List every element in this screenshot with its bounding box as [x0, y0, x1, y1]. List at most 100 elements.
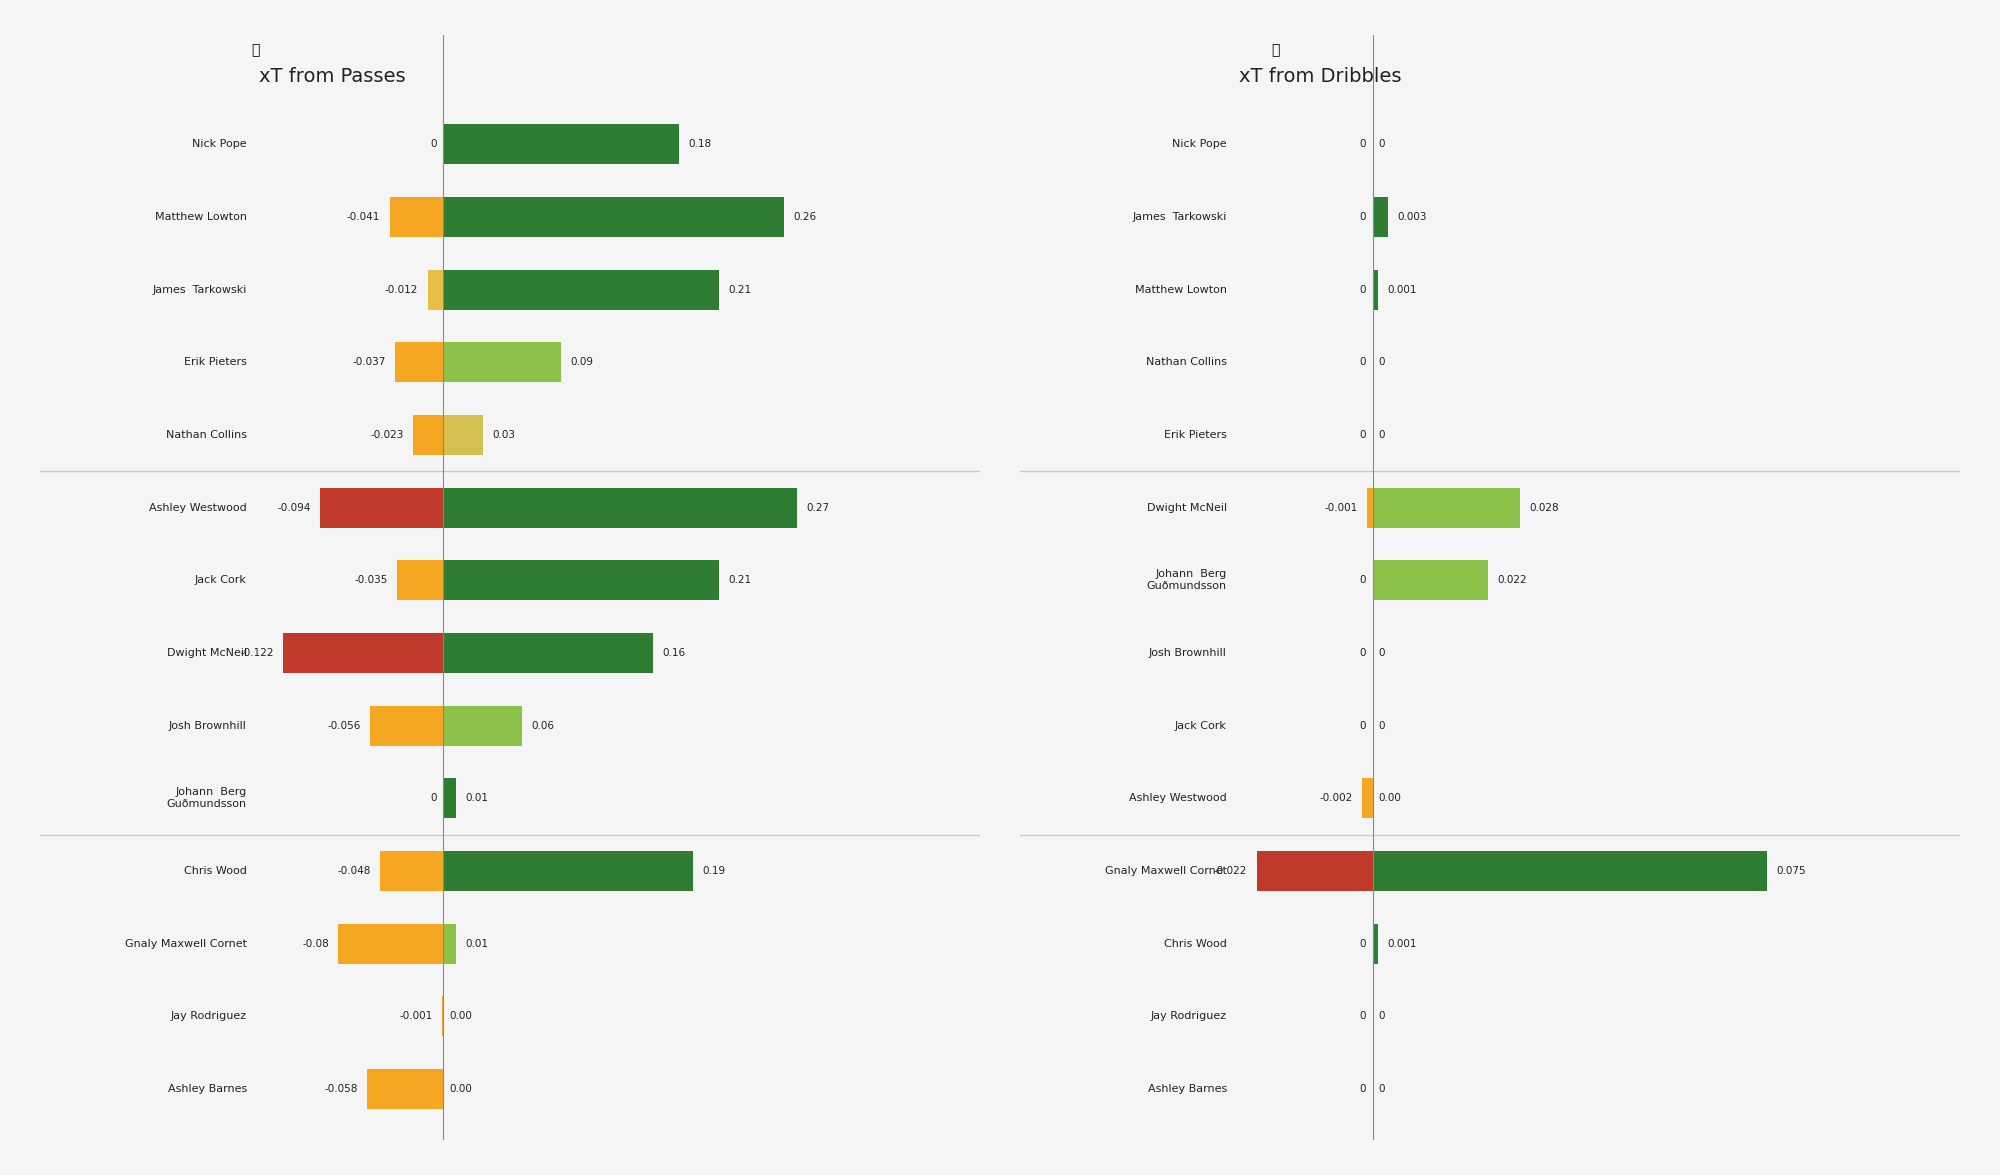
Text: 0: 0 [1360, 140, 1366, 149]
Text: -0.058: -0.058 [324, 1083, 358, 1094]
Text: Dwight McNeil: Dwight McNeil [166, 647, 246, 658]
Bar [380, 851, 444, 891]
Text: -0.035: -0.035 [354, 576, 388, 585]
Text: 0: 0 [1360, 1012, 1366, 1021]
Bar [1372, 924, 1378, 964]
Text: Nick Pope: Nick Pope [1172, 140, 1226, 149]
Text: 0.21: 0.21 [728, 576, 752, 585]
Text: James  Tarkowski: James Tarkowski [152, 284, 246, 295]
Text: xT from Dribbles: xT from Dribbles [1240, 67, 1402, 86]
Bar [414, 415, 444, 455]
Text: Johann  Berg
Guðmundsson: Johann Berg Guðmundsson [166, 787, 246, 810]
Text: Jack Cork: Jack Cork [194, 576, 246, 585]
Bar [394, 342, 444, 382]
Text: Ashley Barnes: Ashley Barnes [168, 1083, 246, 1094]
Text: Josh Brownhill: Josh Brownhill [168, 720, 246, 731]
Text: ⚽: ⚽ [1270, 43, 1280, 56]
Bar [444, 269, 718, 309]
Text: 0: 0 [1378, 1083, 1386, 1094]
Bar [1372, 488, 1520, 528]
Text: 0.06: 0.06 [532, 720, 554, 731]
Bar [444, 342, 562, 382]
Bar [428, 269, 444, 309]
Text: Jay Rodriguez: Jay Rodriguez [1150, 1012, 1226, 1021]
Text: 0.001: 0.001 [1388, 284, 1416, 295]
Text: 0: 0 [430, 793, 438, 804]
Bar [444, 851, 692, 891]
Text: Nathan Collins: Nathan Collins [166, 430, 246, 439]
Bar [1372, 197, 1388, 237]
Text: -0.056: -0.056 [328, 720, 360, 731]
Text: 0: 0 [1378, 647, 1386, 658]
Text: 0.09: 0.09 [570, 357, 594, 368]
Text: Dwight McNeil: Dwight McNeil [1146, 503, 1226, 512]
Text: 0.18: 0.18 [688, 140, 712, 149]
Text: Johann  Berg
Guðmundsson: Johann Berg Guðmundsson [1146, 570, 1226, 591]
Text: Erik Pieters: Erik Pieters [184, 357, 246, 368]
Text: -0.122: -0.122 [240, 647, 274, 658]
Text: -0.012: -0.012 [384, 284, 418, 295]
Text: -0.08: -0.08 [302, 939, 330, 948]
Text: 0: 0 [1360, 357, 1366, 368]
Text: -0.041: -0.041 [346, 212, 380, 222]
Text: Matthew Lowton: Matthew Lowton [154, 212, 246, 222]
Text: 0.26: 0.26 [794, 212, 816, 222]
Text: 0.028: 0.028 [1530, 503, 1558, 512]
Text: 0.022: 0.022 [1498, 576, 1528, 585]
Text: Erik Pieters: Erik Pieters [1164, 430, 1226, 439]
Text: Ashley Barnes: Ashley Barnes [1148, 1083, 1226, 1094]
Text: Jack Cork: Jack Cork [1174, 720, 1226, 731]
Bar [444, 125, 680, 164]
Text: 0.01: 0.01 [466, 939, 488, 948]
Bar [284, 633, 444, 673]
Text: James  Tarkowski: James Tarkowski [1132, 212, 1226, 222]
Bar [370, 705, 444, 746]
Text: 0: 0 [1378, 1012, 1386, 1021]
Bar [390, 197, 444, 237]
Bar [1256, 851, 1372, 891]
Text: xT from Passes: xT from Passes [260, 67, 406, 86]
Text: 0: 0 [1360, 576, 1366, 585]
Text: Chris Wood: Chris Wood [184, 866, 246, 875]
Text: 0: 0 [1360, 284, 1366, 295]
Bar [444, 415, 482, 455]
Bar [444, 633, 654, 673]
Text: 0.00: 0.00 [450, 1012, 472, 1021]
Text: 0: 0 [1360, 720, 1366, 731]
Text: 0.21: 0.21 [728, 284, 752, 295]
Text: 0.01: 0.01 [466, 793, 488, 804]
Bar [444, 705, 522, 746]
Bar [444, 924, 456, 964]
Text: 0: 0 [1378, 357, 1386, 368]
Text: Ashley Westwood: Ashley Westwood [150, 503, 246, 512]
Text: 0.16: 0.16 [662, 647, 686, 658]
Bar [338, 924, 444, 964]
Text: Nick Pope: Nick Pope [192, 140, 246, 149]
Text: 0.001: 0.001 [1388, 939, 1416, 948]
Text: 0.003: 0.003 [1398, 212, 1428, 222]
Text: 0: 0 [1360, 939, 1366, 948]
Text: -0.023: -0.023 [370, 430, 404, 439]
Text: Ashley Westwood: Ashley Westwood [1130, 793, 1226, 804]
Bar [444, 197, 784, 237]
Text: 0: 0 [1360, 212, 1366, 222]
Text: ⚽: ⚽ [250, 43, 260, 56]
Bar [1362, 778, 1372, 818]
Text: 0: 0 [1378, 140, 1386, 149]
Text: -0.022: -0.022 [1214, 866, 1248, 875]
Bar [444, 778, 456, 818]
Text: -0.048: -0.048 [338, 866, 370, 875]
Bar [368, 1069, 444, 1109]
Bar [1372, 560, 1488, 600]
Bar [320, 488, 444, 528]
Text: -0.094: -0.094 [278, 503, 310, 512]
Bar [444, 560, 718, 600]
Bar [444, 488, 798, 528]
Bar [1368, 488, 1372, 528]
Text: 0: 0 [1360, 430, 1366, 439]
Text: Matthew Lowton: Matthew Lowton [1134, 284, 1226, 295]
Text: -0.001: -0.001 [1324, 503, 1358, 512]
Text: 0.27: 0.27 [806, 503, 830, 512]
Text: 0.075: 0.075 [1776, 866, 1806, 875]
Bar [398, 560, 444, 600]
